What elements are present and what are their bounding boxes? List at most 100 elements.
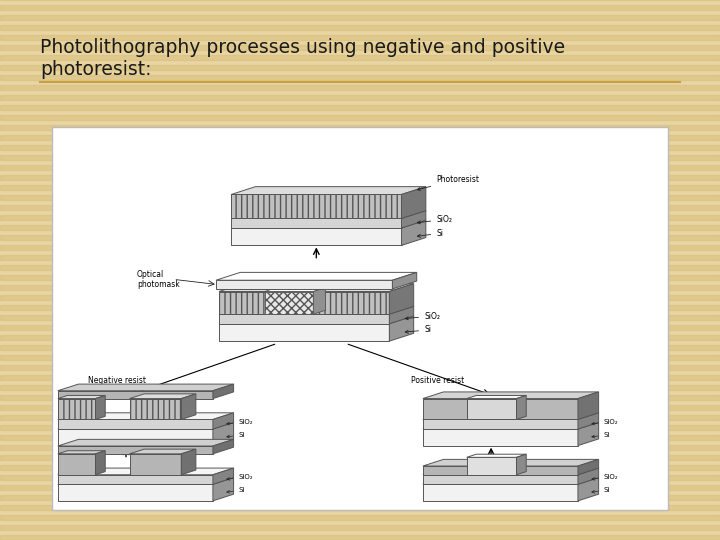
Polygon shape [578, 413, 598, 429]
Polygon shape [265, 292, 313, 314]
Bar [0, 285, 720, 290]
Polygon shape [402, 220, 426, 245]
Polygon shape [516, 395, 526, 420]
Polygon shape [423, 460, 598, 466]
Polygon shape [390, 306, 414, 323]
Polygon shape [58, 446, 213, 454]
Polygon shape [181, 449, 196, 475]
Bar [0, 205, 720, 210]
Bar [0, 485, 720, 490]
Polygon shape [58, 391, 213, 399]
Bar [0, 175, 720, 180]
Text: Positive resist: Positive resist [410, 376, 464, 386]
Bar [0, 5, 720, 10]
Bar [52, 127, 668, 510]
Bar [0, 135, 720, 140]
Polygon shape [216, 280, 392, 289]
Text: Optical
photomask: Optical photomask [137, 269, 179, 289]
Bar [0, 15, 720, 20]
Polygon shape [181, 394, 196, 420]
Bar [0, 155, 720, 160]
Bar [0, 85, 720, 90]
Polygon shape [213, 478, 233, 501]
Polygon shape [231, 220, 426, 228]
Text: SiO₂: SiO₂ [418, 215, 452, 224]
Bar [0, 515, 720, 520]
Text: Si: Si [405, 326, 431, 334]
Polygon shape [578, 468, 598, 484]
Polygon shape [130, 454, 181, 475]
Bar [0, 105, 720, 110]
Polygon shape [231, 187, 426, 194]
Bar [0, 125, 720, 130]
Polygon shape [265, 288, 325, 292]
Bar [0, 315, 720, 320]
Polygon shape [213, 422, 233, 446]
Polygon shape [231, 228, 402, 245]
Polygon shape [467, 457, 516, 475]
Bar [0, 115, 720, 120]
Text: Si: Si [592, 487, 610, 493]
Bar [0, 295, 720, 300]
Polygon shape [219, 292, 390, 314]
Polygon shape [423, 478, 598, 484]
Bar [0, 405, 720, 410]
Bar [0, 95, 720, 100]
Bar [0, 215, 720, 220]
Polygon shape [467, 466, 516, 475]
Polygon shape [423, 399, 578, 420]
Bar [0, 425, 720, 430]
Polygon shape [231, 211, 426, 218]
Polygon shape [423, 420, 578, 429]
Polygon shape [423, 392, 598, 399]
Polygon shape [423, 468, 598, 475]
Polygon shape [213, 384, 233, 399]
Text: photoresist:: photoresist: [40, 60, 151, 79]
Bar [0, 35, 720, 40]
Text: Photolithography processes using negative and positive: Photolithography processes using negativ… [40, 38, 565, 57]
Polygon shape [216, 272, 417, 280]
Text: SiO₂: SiO₂ [227, 419, 253, 425]
Bar [0, 345, 720, 350]
Bar [0, 475, 720, 480]
Bar [0, 275, 720, 280]
Polygon shape [58, 395, 105, 399]
Polygon shape [231, 218, 402, 228]
Polygon shape [402, 211, 426, 228]
Polygon shape [58, 440, 233, 446]
Polygon shape [58, 475, 213, 484]
Bar [0, 145, 720, 150]
Polygon shape [58, 384, 233, 391]
Bar [0, 185, 720, 190]
Bar [0, 355, 720, 360]
Bar [0, 465, 720, 470]
Polygon shape [231, 194, 402, 218]
Text: Si: Si [592, 432, 610, 438]
Polygon shape [213, 440, 233, 454]
Bar [0, 305, 720, 310]
Bar [0, 385, 720, 390]
Text: Negative resist: Negative resist [88, 376, 146, 386]
Polygon shape [578, 422, 598, 446]
Polygon shape [58, 478, 233, 484]
Polygon shape [402, 187, 426, 218]
Polygon shape [423, 429, 578, 445]
Bar [0, 415, 720, 420]
Bar [0, 445, 720, 450]
Polygon shape [130, 399, 181, 420]
Text: SiO₂: SiO₂ [592, 419, 618, 425]
Polygon shape [58, 484, 213, 501]
Text: SiO₂: SiO₂ [405, 312, 440, 321]
Text: SiO₂: SiO₂ [592, 474, 618, 480]
Polygon shape [467, 395, 526, 399]
Polygon shape [58, 451, 105, 454]
Polygon shape [219, 323, 390, 341]
Polygon shape [58, 468, 233, 475]
Polygon shape [58, 454, 96, 475]
Bar [0, 525, 720, 530]
Bar [0, 325, 720, 330]
Bar [0, 535, 720, 540]
Polygon shape [467, 399, 516, 420]
Bar [0, 235, 720, 240]
Bar [0, 25, 720, 30]
